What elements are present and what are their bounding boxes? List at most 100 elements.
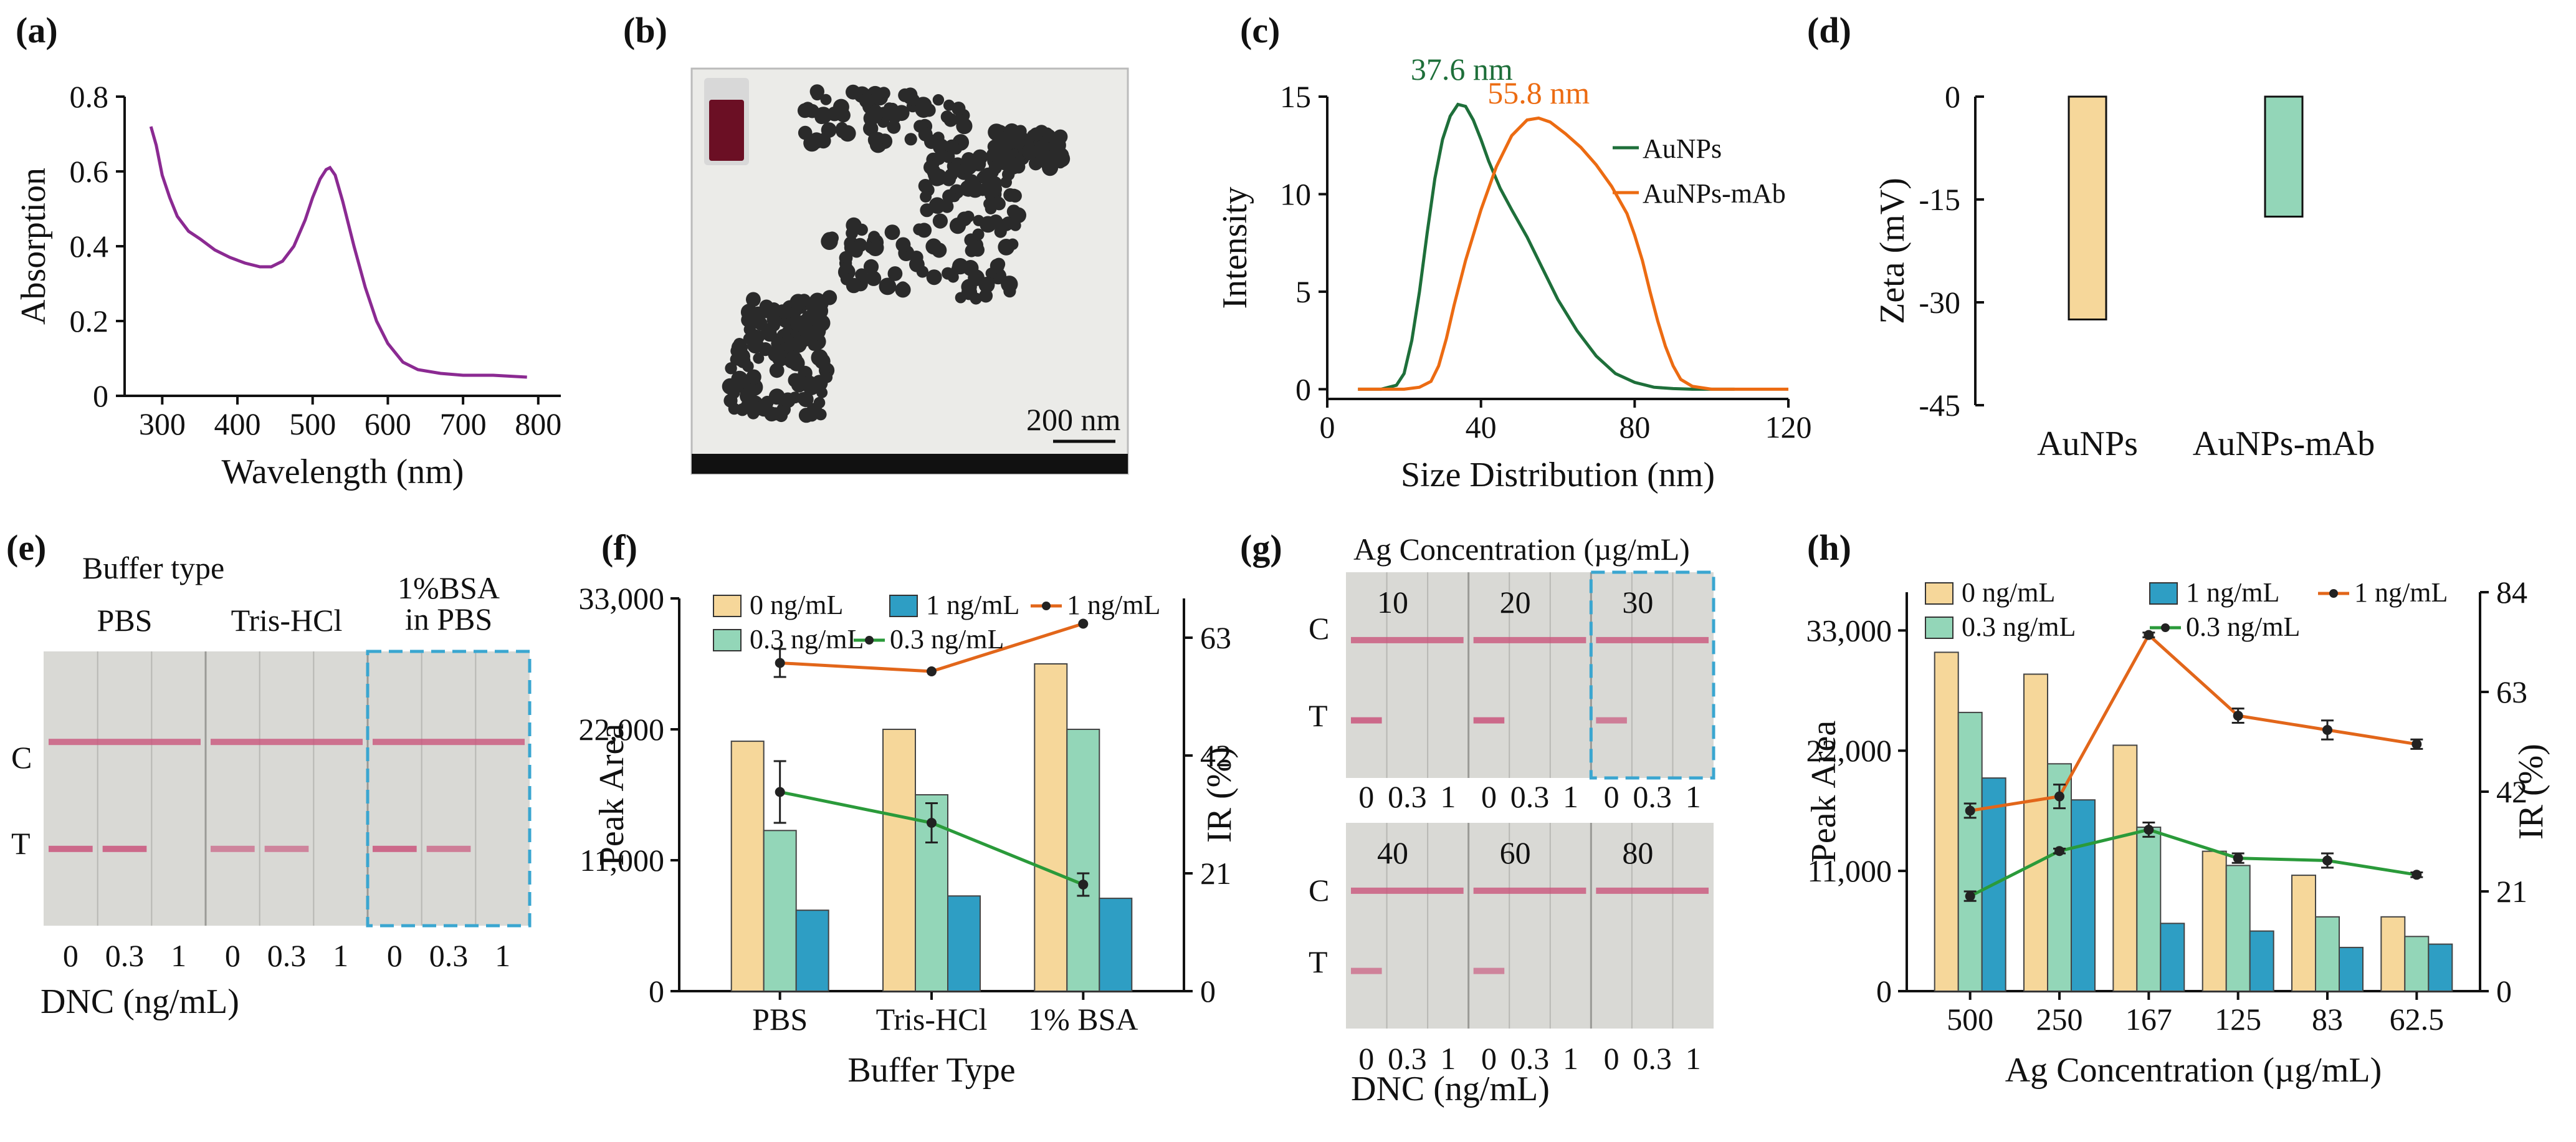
panel-h-legend-swatch	[1925, 617, 1953, 639]
tem-particle	[743, 324, 756, 336]
tem-particle	[1003, 285, 1016, 298]
panel-f-legend-label: 0.3 ng/mL	[750, 624, 864, 655]
tem-particle	[776, 304, 789, 317]
tem-particle	[930, 167, 942, 180]
panel-h-bar	[2380, 916, 2406, 992]
e-strips-lane-label: 0	[225, 938, 241, 973]
g-strips-group-label: 20	[1500, 585, 1531, 620]
tem-particle	[972, 228, 985, 241]
panel-f-legend-swatch	[713, 629, 742, 651]
g-strips-group-label: 60	[1500, 835, 1531, 870]
tem-particle	[884, 224, 900, 240]
panel-e-header: Buffer type	[82, 550, 224, 585]
panel-h-bar	[2291, 875, 2316, 992]
tem-particle	[753, 352, 765, 364]
g-strips-lane-label: 0.3	[1510, 1041, 1550, 1076]
tem-particle	[821, 372, 833, 383]
panel-h-y-label: Peak Area	[1805, 721, 1843, 863]
g-strips-test-line	[1351, 717, 1382, 724]
panel-h-bar	[2023, 673, 2048, 992]
tem-particle	[887, 266, 903, 281]
panel-c-y-tick-label: 5	[1295, 274, 1311, 309]
panel-f-bar	[1066, 729, 1100, 992]
panel-a-x-tick-label: 500	[289, 406, 336, 441]
tem-particle	[821, 233, 838, 250]
panel-d: (d) 0 -15 -30 -45 Zeta (mV) AuNPs AuNPs-mAb	[1807, 10, 2375, 463]
panel-c-x-label: Size Distribution (nm)	[1401, 456, 1715, 494]
panel-h-x-tick-label: 500	[1947, 1002, 1993, 1037]
g-strips-group-label: 80	[1622, 835, 1653, 870]
panel-h-bar	[2202, 850, 2227, 992]
tem-particle	[895, 237, 911, 252]
g-strips-test-line	[1473, 967, 1505, 974]
panel-d-bar	[2264, 95, 2304, 218]
panel-c-x-tick-label: 80	[1619, 410, 1650, 444]
tem-particle	[955, 292, 966, 304]
panel-h-y-tick-right-label: 42	[2496, 774, 2527, 809]
panel-c-x-tick-label: 40	[1466, 410, 1497, 444]
panel-h-ir-line-2	[1969, 828, 2417, 898]
panel-c-series-line-2	[1358, 116, 1788, 391]
g-strips-lane-label: 1	[1440, 779, 1456, 814]
g-strips-control-line	[1351, 636, 1464, 643]
panel-g-label: (g)	[1240, 527, 1282, 568]
panel-h-bar	[2071, 799, 2096, 992]
g-strips-lane-label: 0	[1358, 1041, 1374, 1076]
tem-particle	[846, 277, 862, 294]
panel-h-bar	[2136, 827, 2162, 992]
g-strips-group-label: 10	[1377, 585, 1408, 620]
panel-h-legend-label: 0.3 ng/mL	[1962, 612, 2076, 642]
tem-particle	[925, 238, 942, 255]
tem-particle	[1006, 238, 1019, 251]
panel-g-xlabel: DNC (ng/mL)	[1351, 1070, 1550, 1108]
tem-particle	[965, 244, 978, 257]
tem-particle	[918, 179, 933, 193]
panel-c-y-tick-label: 10	[1280, 176, 1311, 211]
panel-h-bar	[1934, 651, 1959, 992]
panel-f-x-tick-label: Tris-HCl	[876, 1002, 988, 1037]
panel-a-y-tick-label: 0	[93, 378, 108, 413]
tem-particle	[731, 370, 748, 388]
tem-particle	[988, 161, 1003, 175]
g-strips-lane-label: 1	[1563, 779, 1578, 814]
g-strips-lane-label: 0.3	[1388, 779, 1427, 814]
panel-h-bar	[2112, 744, 2138, 992]
tem-particle	[740, 304, 758, 320]
panel-d-y-tick-label: 0	[1945, 79, 1960, 114]
tem-particle	[832, 98, 849, 115]
tem-particle	[913, 223, 925, 236]
tem-particle	[863, 259, 879, 274]
tem-particle	[746, 369, 761, 385]
tem-particle	[887, 120, 901, 134]
e-strips-control-line	[211, 739, 363, 746]
panel-h-legend-label: 1 ng/mL	[2354, 577, 2448, 608]
g-strips-control-line	[1596, 636, 1709, 643]
panel-e-row-c: C	[11, 740, 32, 775]
panel-h-x-label: Ag Concentration (µg/mL)	[2005, 1051, 2382, 1090]
g-strips-lane-label: 1	[1686, 779, 1701, 814]
e-strips-background	[44, 651, 530, 926]
tem-particle	[909, 256, 925, 272]
panel-c-label: (c)	[1240, 10, 1280, 50]
tem-particle	[811, 302, 829, 320]
panel-g-bottom-row-c: C	[1309, 873, 1329, 908]
tem-particle	[867, 239, 884, 256]
panel-e-label: (e)	[6, 527, 46, 568]
tem-particle	[759, 299, 774, 314]
panel-e-row-t: T	[11, 826, 31, 861]
panel-f-ir-point	[927, 666, 937, 676]
g-strips-lane-label: 0	[1604, 1041, 1620, 1076]
panel-e: (e) Buffer type 0 0.3 1 0 0.3 1 0 0.3 1 PBS Tris-H…	[6, 527, 532, 1021]
panel-f-y-label-right: IR (%)	[1200, 747, 1239, 843]
tem-particle	[846, 84, 861, 100]
panel-h-bar	[2249, 930, 2274, 992]
g-strips-lane-label: 0	[1604, 779, 1620, 814]
panel-c-x-tick-label: 0	[1320, 410, 1335, 444]
panel-f-y-tick-right-label: 0	[1200, 974, 1216, 1009]
panel-f-y-label: Peak Area	[593, 724, 631, 866]
panel-a-x-tick-label: 300	[139, 406, 186, 441]
tem-particle	[725, 362, 737, 375]
tem-particle	[811, 88, 824, 101]
g-strips-highlight-box	[1589, 570, 1715, 780]
